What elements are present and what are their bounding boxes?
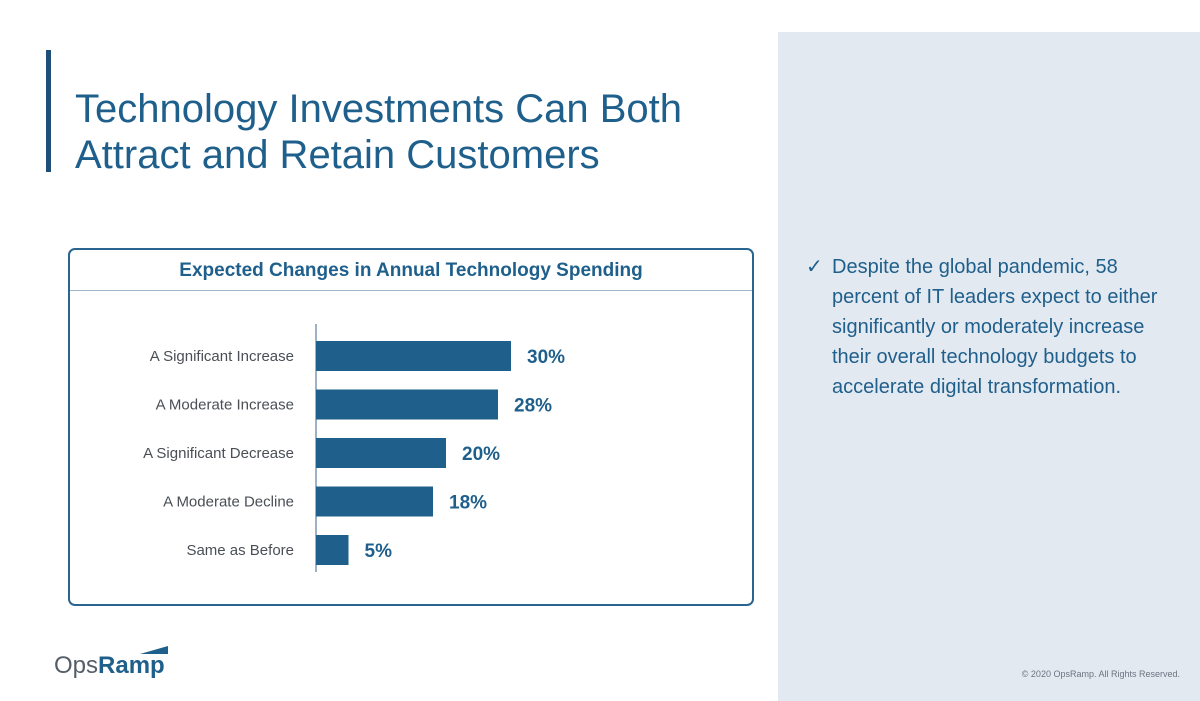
bullet-text: Despite the global pandemic, 58 percent … <box>832 256 1158 398</box>
data-label: 5% <box>365 541 393 562</box>
category-label: A Moderate Decline <box>163 494 294 511</box>
logo-text-ops: Ops <box>54 652 99 679</box>
title-accent-bar <box>46 50 51 172</box>
bar <box>316 486 433 517</box>
opsramp-logo: OpsRamp <box>54 646 184 686</box>
category-label: A Significant Decrease <box>143 445 294 462</box>
chart-title-divider <box>70 290 752 291</box>
bar-chart: A Significant Increase 30% A Moderate Incr… <box>143 324 565 572</box>
logo-text-ramp: Ramp <box>98 652 165 679</box>
bullet-point: ✓ Despite the global pandemic, 58 percen… <box>806 252 1176 402</box>
bar <box>316 389 498 420</box>
checkmark-icon: ✓ <box>806 256 823 278</box>
bar <box>316 438 446 468</box>
data-label: 28% <box>514 396 552 417</box>
chart-container: Expected Changes in Annual Technology Sp… <box>68 248 754 606</box>
chart-title: Expected Changes in Annual Technology Sp… <box>179 260 643 281</box>
category-label: A Significant Increase <box>150 348 294 365</box>
data-label: 30% <box>527 347 565 368</box>
copyright-text: © 2020 OpsRamp. All Rights Reserved. <box>1021 669 1180 679</box>
data-label: 20% <box>462 444 500 465</box>
slide-title: Technology Investments Can Both Attract … <box>75 87 683 177</box>
category-label: A Moderate Increase <box>156 397 294 414</box>
bar <box>316 341 511 371</box>
logo-flag-icon <box>140 646 168 654</box>
data-label: 18% <box>449 493 487 514</box>
right-panel: ✓ Despite the global pandemic, 58 percen… <box>778 32 1200 701</box>
bar <box>316 535 349 565</box>
logo-text: OpsRamp <box>54 652 165 680</box>
category-label: Same as Before <box>186 542 294 559</box>
